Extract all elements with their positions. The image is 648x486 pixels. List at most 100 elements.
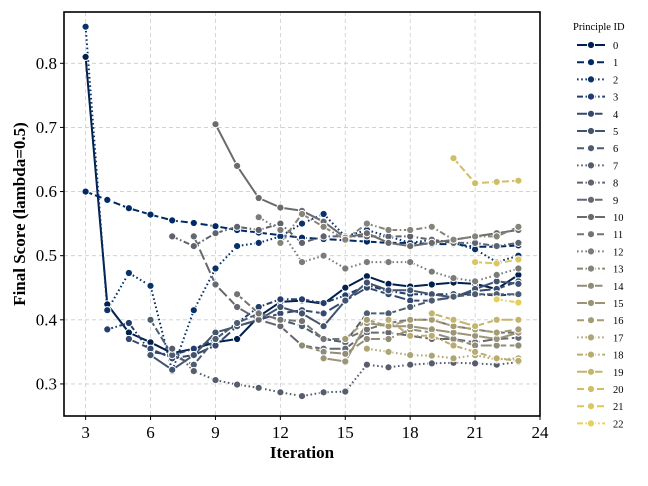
series-point-3 (103, 325, 112, 334)
legend-label-14: 14 (613, 282, 624, 293)
x-axis-label: Iteration (270, 443, 335, 462)
series-point-7 (211, 376, 220, 385)
series-point-9 (211, 280, 220, 289)
series-point-15 (341, 357, 350, 366)
series-point-13 (384, 225, 393, 235)
series-line-20 (452, 157, 519, 185)
plot-frame (63, 11, 541, 417)
series-point-14 (384, 334, 393, 344)
legend-marker-10 (586, 212, 596, 222)
series-point-12 (319, 251, 328, 260)
series-point-2 (319, 209, 328, 219)
series-point-3 (276, 295, 285, 304)
series-point-5 (297, 309, 307, 318)
series-point-18 (471, 347, 480, 356)
series-point-14 (362, 334, 371, 344)
series-point-0 (427, 280, 436, 289)
x-tick-label: 6 (146, 423, 155, 442)
legend: Principle ID 012345678910111213141516171… (573, 22, 625, 430)
legend-marker-2 (586, 75, 596, 84)
legend-label-21: 21 (613, 402, 624, 413)
series-point-1 (211, 222, 220, 231)
series-point-1 (124, 204, 133, 213)
legend-label-15: 15 (613, 299, 624, 310)
series-point-13 (427, 222, 436, 231)
series-point-17 (427, 351, 436, 360)
series-point-12 (254, 213, 263, 222)
series-point-12 (341, 264, 350, 273)
series-point-17 (449, 354, 458, 363)
legend-marker-0 (586, 40, 596, 50)
series-point-7 (276, 388, 285, 397)
series-point-1 (146, 210, 155, 219)
series-point-12 (362, 258, 371, 267)
series-point-8 (168, 232, 177, 241)
x-tick-label: 12 (272, 423, 289, 442)
series-point-6 (449, 292, 458, 301)
series-point-2 (124, 268, 133, 278)
series-point-10 (276, 203, 285, 212)
legend-label-3: 3 (613, 93, 618, 104)
series-point-7 (384, 363, 393, 372)
legend-label-2: 2 (613, 75, 618, 86)
x-tick-label: 21 (467, 423, 484, 442)
series-point-6 (427, 296, 436, 305)
series-point-16 (514, 325, 523, 334)
series-point-20 (471, 179, 480, 188)
legend-marker-7 (586, 161, 596, 170)
series-point-18 (492, 354, 501, 363)
series-point-2 (211, 264, 220, 273)
series-point-6 (233, 318, 242, 328)
series-point-13 (362, 219, 371, 228)
series-point-12 (449, 274, 458, 283)
series-point-11 (297, 317, 307, 326)
series-point-18 (427, 331, 436, 340)
legend-label-16: 16 (613, 316, 624, 327)
series-point-0 (81, 52, 90, 62)
series-point-7 (189, 367, 198, 376)
y-tick-label: 0.3 (36, 374, 57, 393)
series-point-19 (471, 322, 480, 331)
y-axis-label: Final Score (lambda=0.5) (10, 122, 29, 306)
series-point-7 (319, 388, 328, 397)
series-point-0 (233, 334, 242, 344)
series-point-8 (319, 232, 328, 241)
legend-label-8: 8 (613, 179, 618, 190)
y-axis-ticks: 0.3 0.4 0.5 0.6 0.7 0.8 (36, 54, 64, 393)
series-point-3 (124, 318, 133, 328)
series-point-7 (471, 359, 480, 368)
legend-label-22: 22 (613, 419, 624, 430)
series-point-6 (406, 302, 415, 312)
series-point-7 (297, 392, 307, 401)
series-point-17 (362, 344, 371, 353)
legend-marker-18 (586, 350, 596, 359)
series-point-6 (514, 290, 523, 299)
series-point-14 (297, 341, 307, 350)
series-point-22 (492, 295, 501, 304)
series-point-8 (189, 242, 198, 251)
legend-marker-11 (586, 230, 596, 239)
series-point-8 (211, 229, 220, 238)
series-point-17 (384, 347, 393, 356)
series-point-7 (341, 387, 350, 396)
series-point-20 (449, 154, 458, 163)
series-point-1 (189, 218, 198, 228)
series-point-5 (406, 286, 415, 295)
series-point-8 (233, 222, 242, 231)
series-point-15 (319, 354, 328, 363)
series-point-3 (297, 295, 307, 304)
series-point-6 (211, 334, 220, 344)
legend-label-12: 12 (613, 247, 624, 258)
series-point-5 (276, 302, 285, 312)
legend-label-13: 13 (613, 265, 624, 276)
series-point-10 (211, 120, 220, 129)
series-point-0 (341, 283, 350, 292)
legend-marker-4 (586, 109, 596, 118)
series-point-6 (471, 290, 480, 299)
legend-marker-5 (586, 126, 596, 136)
x-tick-label: 9 (211, 423, 220, 442)
legend-marker-6 (586, 144, 596, 153)
series-point-13 (406, 225, 415, 235)
legend-label-5: 5 (613, 127, 618, 138)
